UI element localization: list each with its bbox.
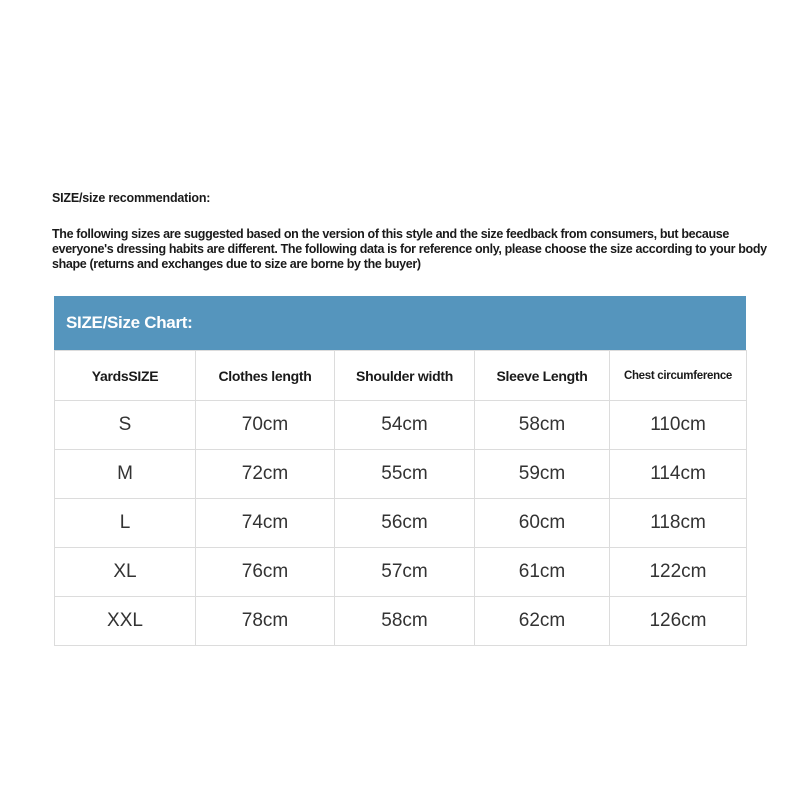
measurement-cell: 78cm bbox=[195, 596, 335, 646]
table-row: XXL 78cm 58cm 62cm 126cm bbox=[54, 596, 747, 646]
measurement-cell: 60cm bbox=[474, 498, 610, 548]
measurement-cell: 122cm bbox=[609, 547, 747, 597]
measurement-cell: 59cm bbox=[474, 449, 610, 499]
table-row: L 74cm 56cm 60cm 118cm bbox=[54, 498, 747, 548]
measurement-cell: 118cm bbox=[609, 498, 747, 548]
size-cell: L bbox=[54, 498, 196, 548]
measurement-cell: 58cm bbox=[334, 596, 475, 646]
recommendation-text: The following sizes are suggested based … bbox=[52, 227, 767, 271]
measurement-cell: 76cm bbox=[195, 547, 335, 597]
measurement-cell: 110cm bbox=[609, 400, 747, 450]
measurement-cell: 57cm bbox=[334, 547, 475, 597]
measurement-cell: 74cm bbox=[195, 498, 335, 548]
measurement-cell: 62cm bbox=[474, 596, 610, 646]
size-chart-title: SIZE/Size Chart: bbox=[54, 296, 746, 350]
column-header: Chest circumference bbox=[609, 350, 747, 401]
measurement-cell: 56cm bbox=[334, 498, 475, 548]
column-header: YardsSIZE bbox=[54, 350, 196, 401]
column-header: Sleeve Length bbox=[474, 350, 610, 401]
size-cell: M bbox=[54, 449, 196, 499]
size-cell: XXL bbox=[54, 596, 196, 646]
measurement-cell: 54cm bbox=[334, 400, 475, 450]
measurement-cell: 61cm bbox=[474, 547, 610, 597]
recommendation-title: SIZE/size recommendation: bbox=[52, 191, 211, 205]
column-header: Clothes length bbox=[195, 350, 335, 401]
measurement-cell: 70cm bbox=[195, 400, 335, 450]
size-chart: SIZE/Size Chart: YardsSIZE Clothes lengt… bbox=[54, 296, 747, 646]
size-cell: XL bbox=[54, 547, 196, 597]
size-table: YardsSIZE Clothes length Shoulder width … bbox=[54, 350, 747, 646]
measurement-cell: 58cm bbox=[474, 400, 610, 450]
table-header-row: YardsSIZE Clothes length Shoulder width … bbox=[54, 350, 747, 401]
measurement-cell: 72cm bbox=[195, 449, 335, 499]
table-row: S 70cm 54cm 58cm 110cm bbox=[54, 400, 747, 450]
table-row: XL 76cm 57cm 61cm 122cm bbox=[54, 547, 747, 597]
size-cell: S bbox=[54, 400, 196, 450]
table-row: M 72cm 55cm 59cm 114cm bbox=[54, 449, 747, 499]
measurement-cell: 126cm bbox=[609, 596, 747, 646]
measurement-cell: 55cm bbox=[334, 449, 475, 499]
measurement-cell: 114cm bbox=[609, 449, 747, 499]
column-header: Shoulder width bbox=[334, 350, 475, 401]
